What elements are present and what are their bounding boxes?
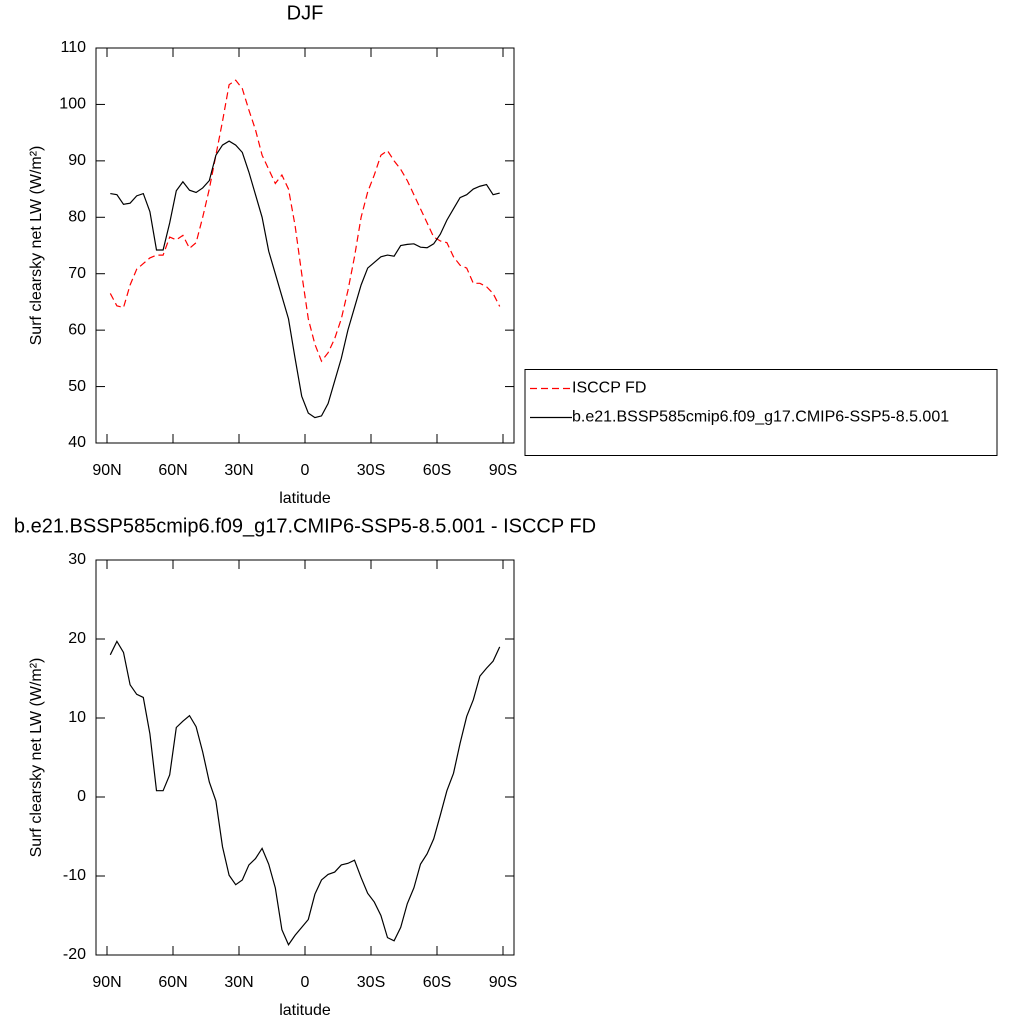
legend-label: b.e21.BSSP585cmip6.f09_g17.CMIP6-SSP5-8.… <box>572 409 949 426</box>
y-tick-label: 80 <box>68 209 86 226</box>
data-line <box>110 140 500 419</box>
y-tick-label: -20 <box>63 946 86 963</box>
y-tick-label: 0 <box>77 788 86 805</box>
plot-frame <box>95 47 515 444</box>
data-line <box>109 640 501 946</box>
legend-label: ISCCP FD <box>572 380 646 397</box>
x-tick-label: 90N <box>92 974 121 991</box>
x-tick-label: 90N <box>92 462 121 479</box>
data-line <box>109 79 501 363</box>
legend-box <box>524 369 998 456</box>
y-tick-label: 10 <box>68 709 86 726</box>
x-tick-label: 30N <box>224 462 253 479</box>
y-tick-label: 70 <box>68 265 86 282</box>
x-tick-label: 90S <box>489 974 517 991</box>
x-tick-label: 60N <box>158 974 187 991</box>
chart-title: b.e21.BSSP585cmip6.f09_g17.CMIP6-SSP5-8.… <box>14 515 596 537</box>
x-axis-label: latitude <box>279 490 331 507</box>
x-tick-label: 60S <box>423 462 451 479</box>
x-tick-label: 60N <box>158 462 187 479</box>
x-tick-label: 30N <box>224 974 253 991</box>
y-tick-label: 100 <box>59 96 86 113</box>
x-tick-label: 0 <box>301 462 310 479</box>
x-tick-label: 30S <box>357 462 385 479</box>
y-tick-label: 60 <box>68 321 86 338</box>
x-tick-label: 90S <box>489 462 517 479</box>
y-tick-label: 90 <box>68 152 86 169</box>
y-tick-label: -10 <box>63 867 86 884</box>
y-tick-label: 50 <box>68 378 86 395</box>
x-tick-label: 30S <box>357 974 385 991</box>
x-axis-label: latitude <box>279 1002 331 1019</box>
y-tick-label: 20 <box>68 630 86 647</box>
y-tick-label: 40 <box>68 434 86 451</box>
y-axis-label: Surf clearsky net LW (W/m²) <box>28 658 45 858</box>
y-tick-label: 30 <box>68 551 86 568</box>
plot-frame <box>95 559 515 956</box>
x-tick-label: 60S <box>423 974 451 991</box>
chart-title: DJF <box>287 2 324 24</box>
y-axis-label: Surf clearsky net LW (W/m²) <box>28 146 45 346</box>
y-tick-label: 110 <box>60 39 86 56</box>
x-tick-label: 0 <box>301 974 310 991</box>
